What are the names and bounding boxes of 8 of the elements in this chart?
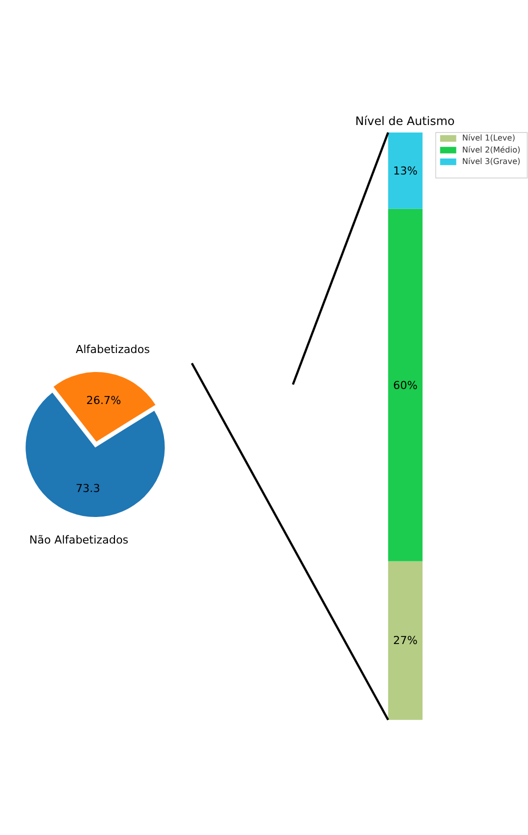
data-label: 27%: [393, 634, 418, 648]
chart-title: Nível de Autismo: [355, 114, 455, 128]
slice-label: Não Alfabetizados: [29, 534, 129, 547]
data-label: 60%: [393, 378, 418, 392]
slice-label: Alfabetizados: [76, 342, 150, 356]
data-label: 13%: [393, 164, 418, 178]
data-label: 26.7%: [86, 394, 122, 408]
data-label: 73.3: [76, 482, 100, 496]
